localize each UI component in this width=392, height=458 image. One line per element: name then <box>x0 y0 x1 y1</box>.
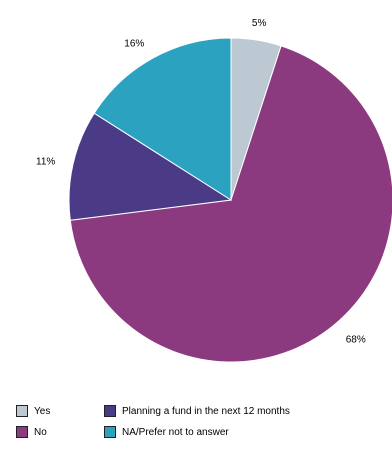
chart-legend: Yes Planning a fund in the next 12 month… <box>0 405 392 455</box>
pie-slice-na-prefer-not-to-answer <box>93 37 232 201</box>
legend-item-planning: Planning a fund in the next 12 months <box>104 405 290 417</box>
pie-label-no: 68% <box>346 335 366 346</box>
legend-swatch-na <box>104 426 116 438</box>
legend-label-yes: Yes <box>34 405 51 417</box>
legend-item-yes: Yes <box>16 405 50 417</box>
pie-slice-planning-a-fund-in-the-next-12-months <box>68 112 233 221</box>
legend-swatch-no <box>16 426 28 438</box>
pie-slice-no <box>69 45 392 363</box>
pie-label-yes: 5% <box>252 18 267 29</box>
legend-swatch-planning <box>104 405 116 417</box>
pie-labels: 5% 68% 11% 16% <box>36 18 366 345</box>
pie-label-na-prefer-not-to-answer: 16% <box>124 38 144 49</box>
legend-label-no: No <box>34 426 47 438</box>
legend-item-na: NA/Prefer not to answer <box>104 426 229 438</box>
legend-label-na: NA/Prefer not to answer <box>122 426 229 438</box>
legend-item-no: No <box>16 426 47 438</box>
pie-slices <box>68 37 392 363</box>
legend-label-planning: Planning a fund in the next 12 months <box>122 405 290 417</box>
legend-swatch-yes <box>16 405 28 417</box>
pie-label-planning-a-fund-in-the-next-12-months: 11% <box>36 157 55 168</box>
